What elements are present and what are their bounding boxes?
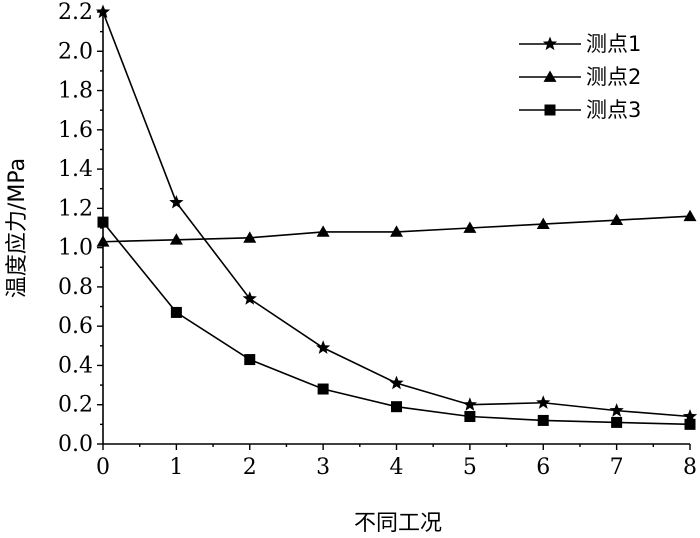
data-point <box>391 401 402 413</box>
data-point <box>389 375 404 390</box>
legend-entry: 测点3 <box>519 98 641 122</box>
data-point <box>537 414 549 426</box>
series-3 <box>97 216 696 430</box>
data-point <box>609 403 624 417</box>
legend-entry: 测点1 <box>519 32 641 56</box>
x-axis-label: 不同工况 <box>354 511 442 536</box>
data-point <box>97 216 109 228</box>
series-group <box>95 4 698 430</box>
legend-entry: 测点2 <box>519 65 641 89</box>
y-axis-ticks: 0.0 0.2 0.4 0.6 0.8 1.0 1.2 1.4 1.6 1.8 2.0 2.2 <box>58 0 103 457</box>
series-2 <box>96 209 697 247</box>
data-point <box>463 221 477 233</box>
y-axis-label: 温度应力/MPa <box>5 158 30 298</box>
data-point <box>610 213 624 226</box>
data-point <box>684 418 696 430</box>
y-tick-label: 1.8 <box>58 79 93 104</box>
data-point <box>244 354 256 366</box>
y-tick-label: 2.0 <box>58 39 93 64</box>
y-tick-label: 0.0 <box>58 432 93 457</box>
x-axis-ticks: 0 1 2 3 4 5 6 7 8 <box>96 444 697 480</box>
data-point <box>536 217 550 229</box>
data-point <box>682 409 698 423</box>
data-point <box>169 194 184 209</box>
data-point <box>683 209 697 222</box>
data-point <box>390 225 403 237</box>
y-tick-label: 1.6 <box>58 118 93 143</box>
x-tick-label: 2 <box>243 455 257 480</box>
data-point <box>315 340 331 354</box>
x-tick-label: 3 <box>316 455 330 480</box>
x-tick-label: 7 <box>610 455 624 480</box>
data-point <box>462 397 478 411</box>
data-point <box>242 291 257 305</box>
data-point <box>536 395 551 409</box>
y-tick-label: 1.4 <box>58 157 93 182</box>
y-tick-label: 0.8 <box>58 275 93 300</box>
data-point <box>96 235 110 247</box>
series-1 <box>95 4 698 423</box>
y-tick-label: 0.4 <box>58 353 93 378</box>
y-tick-label: 2.2 <box>58 0 93 25</box>
data-point <box>611 416 623 428</box>
legend-marker <box>542 36 558 51</box>
x-tick-label: 0 <box>96 455 110 480</box>
legend: 测点1 测点2 测点3 <box>519 32 641 122</box>
data-point <box>170 306 182 318</box>
x-tick-label: 8 <box>683 455 697 480</box>
y-tick-label: 0.6 <box>58 314 93 339</box>
x-tick-label: 6 <box>536 455 550 480</box>
x-tick-label: 1 <box>169 455 183 480</box>
y-tick-label: 1.0 <box>58 236 93 261</box>
data-point <box>317 383 329 395</box>
series-line <box>102 221 691 426</box>
data-point <box>95 4 111 19</box>
legend-marker <box>544 104 556 116</box>
legend-label: 测点1 <box>586 32 641 56</box>
legend-label: 测点2 <box>586 65 641 89</box>
data-point <box>243 231 257 243</box>
data-point <box>169 233 183 245</box>
legend-marker <box>543 70 557 82</box>
data-point <box>316 225 330 237</box>
legend-label: 测点3 <box>586 98 641 122</box>
data-point <box>464 411 476 423</box>
y-tick-label: 0.2 <box>58 393 93 418</box>
x-tick-label: 5 <box>463 455 477 480</box>
x-tick-label: 4 <box>390 455 404 480</box>
y-tick-label: 1.2 <box>58 196 93 221</box>
